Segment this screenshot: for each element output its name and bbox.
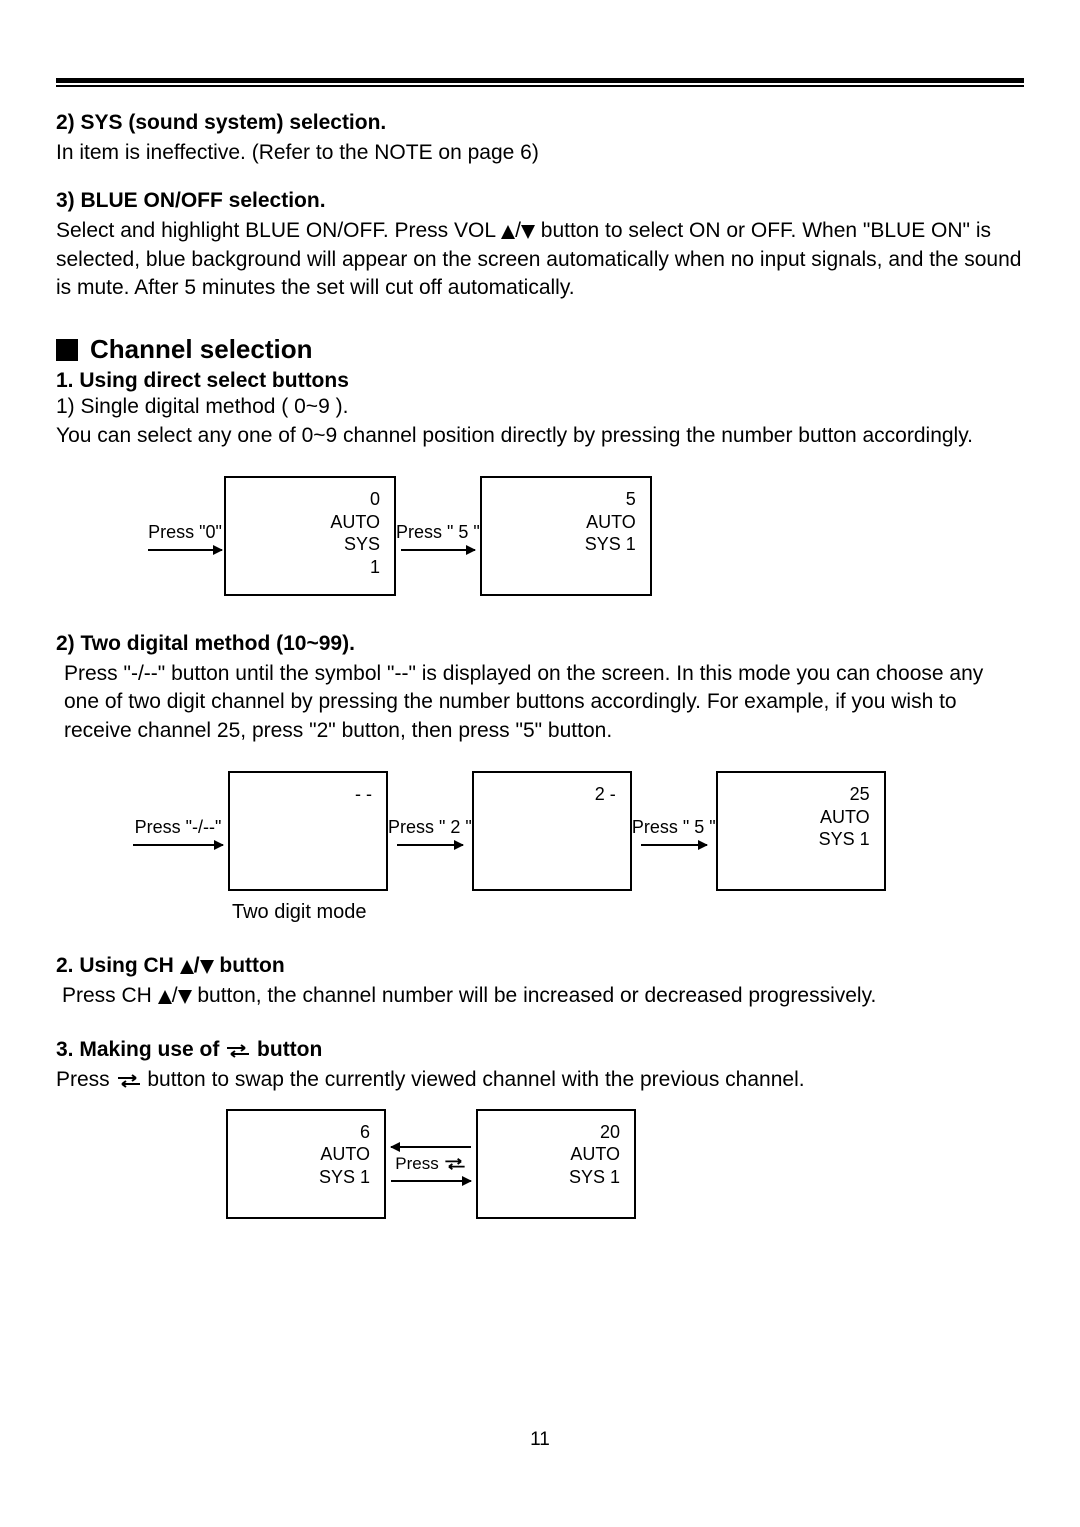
screen-0-n: 0 xyxy=(330,488,380,511)
press-0-connector: Press "0" xyxy=(146,522,224,551)
arrow-left-icon xyxy=(391,1146,471,1148)
blue-body: Select and highlight BLUE ON/OFF. Press … xyxy=(56,217,1024,302)
direct-line1: 1) Single digital method ( 0~9 ). xyxy=(56,393,1024,421)
screen-box-20: 20 AUTO SYS 1 xyxy=(476,1109,636,1219)
screen-5-stack: 5 AUTO SYS 1 xyxy=(585,488,636,556)
screen-0-l4: 1 xyxy=(330,556,380,579)
two-digit-diagram: Press "-/--" - - Press " 2 " 2 - Press "… xyxy=(128,771,1024,891)
press-5-label: Press " 5 " xyxy=(396,522,480,543)
direct-line2: You can select any one of 0~9 channel po… xyxy=(56,422,1024,450)
press-5-connector: Press " 5 " xyxy=(396,522,480,551)
direct-heading: 1. Using direct select buttons xyxy=(56,369,1024,393)
screen-25-l3: SYS 1 xyxy=(819,828,870,851)
screen-dash-n: - - xyxy=(355,783,372,806)
screen-box-2dash: 2 - xyxy=(472,771,632,891)
swap-heading: 3. Making use of button xyxy=(56,1038,1024,1062)
screen-6-n: 6 xyxy=(319,1121,370,1144)
triangle-down-icon xyxy=(521,225,535,239)
page-number: 11 xyxy=(56,1429,1024,1451)
screen-box-25: 25 AUTO SYS 1 xyxy=(716,771,886,891)
swap-connector: Press xyxy=(386,1146,476,1182)
channel-selection-title: Channel selection xyxy=(56,334,1024,365)
top-double-rule xyxy=(56,78,1024,87)
screen-20-l2: AUTO xyxy=(569,1143,620,1166)
arrow-right-icon xyxy=(148,549,222,551)
swap-body-after: button to swap the currently viewed chan… xyxy=(142,1068,805,1091)
triangle-down-icon xyxy=(200,960,214,974)
screen-box-6: 6 AUTO SYS 1 xyxy=(226,1109,386,1219)
press-2-label: Press " 2 " xyxy=(388,817,472,838)
screen-2dash-n: 2 - xyxy=(595,783,616,806)
arrow-right-icon xyxy=(641,844,707,846)
screen-0-l3: SYS xyxy=(330,533,380,556)
press-0-label: Press "0" xyxy=(148,522,222,543)
swap-diagram: 6 AUTO SYS 1 Press 20 AUTO SYS 1 xyxy=(226,1109,1024,1219)
ch-button-body: Press CH / button, the channel number wi… xyxy=(56,982,1024,1010)
screen-20-n: 20 xyxy=(569,1121,620,1144)
channel-title-text: Channel selection xyxy=(90,334,313,365)
arrow-right-icon xyxy=(401,549,475,551)
screen-25-l2: AUTO xyxy=(819,806,870,829)
swap-icon xyxy=(443,1157,467,1171)
arrow-right-icon xyxy=(133,844,223,846)
swap-icon xyxy=(225,1043,251,1059)
press-5b-label: Press " 5 " xyxy=(632,817,716,838)
screen-0-l2: AUTO xyxy=(330,511,380,534)
triangle-down-icon xyxy=(178,990,192,1004)
swap-heading-before: 3. Making use of xyxy=(56,1038,225,1061)
screen-25-n: 25 xyxy=(819,783,870,806)
screen-box-dash: - - xyxy=(228,771,388,891)
blue-body-before: Select and highlight BLUE ON/OFF. Press … xyxy=(56,219,501,242)
two-digit-caption: Two digit mode xyxy=(232,901,1024,924)
sys-heading: 2) SYS (sound system) selection. xyxy=(56,111,1024,135)
square-bullet-icon xyxy=(56,339,78,361)
press-5b-connector: Press " 5 " xyxy=(632,817,716,846)
swap-icon xyxy=(116,1073,142,1089)
ch-body-after: button, the channel number will be incre… xyxy=(192,984,877,1007)
screen-20-stack: 20 AUTO SYS 1 xyxy=(569,1121,620,1189)
sys-body: In item is ineffective. (Refer to the NO… xyxy=(56,139,1024,167)
arrow-right-icon xyxy=(391,1180,471,1182)
swap-body: Press button to swap the currently viewe… xyxy=(56,1066,1024,1094)
ch-button-heading: 2. Using CH / button xyxy=(56,954,1024,978)
swap-heading-after: button xyxy=(251,1038,322,1061)
screen-5-l2: AUTO xyxy=(585,511,636,534)
triangle-up-icon xyxy=(180,960,194,974)
blue-heading: 3) BLUE ON/OFF selection. xyxy=(56,189,1024,213)
two-digit-body: Press "-/--" button until the symbol "--… xyxy=(56,660,1024,745)
swap-press-label: Press xyxy=(395,1154,438,1174)
manual-page: 2) SYS (sound system) selection. In item… xyxy=(0,0,1080,1491)
screen-6-stack: 6 AUTO SYS 1 xyxy=(319,1121,370,1189)
ch-heading-after: button xyxy=(214,954,285,977)
arrow-right-icon xyxy=(397,844,463,846)
swap-press-row: Press xyxy=(395,1154,466,1174)
two-digit-heading: 2) Two digital method (10~99). xyxy=(56,632,1024,656)
screen-box-5: 5 AUTO SYS 1 xyxy=(480,476,652,596)
triangle-up-icon xyxy=(158,990,172,1004)
screen-box-0: 0 AUTO SYS 1 xyxy=(224,476,396,596)
screen-0-stack: 0 AUTO SYS 1 xyxy=(330,488,380,578)
screen-25-stack: 25 AUTO SYS 1 xyxy=(819,783,870,851)
screen-6-l2: AUTO xyxy=(319,1143,370,1166)
screen-20-l3: SYS 1 xyxy=(569,1166,620,1189)
ch-body-before: Press CH xyxy=(62,984,158,1007)
screen-2dash-stack: 2 - xyxy=(595,783,616,806)
triangle-up-icon xyxy=(501,225,515,239)
screen-dash-stack: - - xyxy=(355,783,372,806)
ch-heading-before: 2. Using CH xyxy=(56,954,180,977)
screen-6-l3: SYS 1 xyxy=(319,1166,370,1189)
screen-5-l3: SYS 1 xyxy=(585,533,636,556)
press-dash-connector: Press "-/--" xyxy=(128,817,228,846)
screen-5-n: 5 xyxy=(585,488,636,511)
press-dash-label: Press "-/--" xyxy=(135,817,222,838)
swap-body-before: Press xyxy=(56,1068,116,1091)
press-2-connector: Press " 2 " xyxy=(388,817,472,846)
single-digit-diagram: Press "0" 0 AUTO SYS 1 Press " 5 " 5 AUT… xyxy=(146,476,1024,596)
